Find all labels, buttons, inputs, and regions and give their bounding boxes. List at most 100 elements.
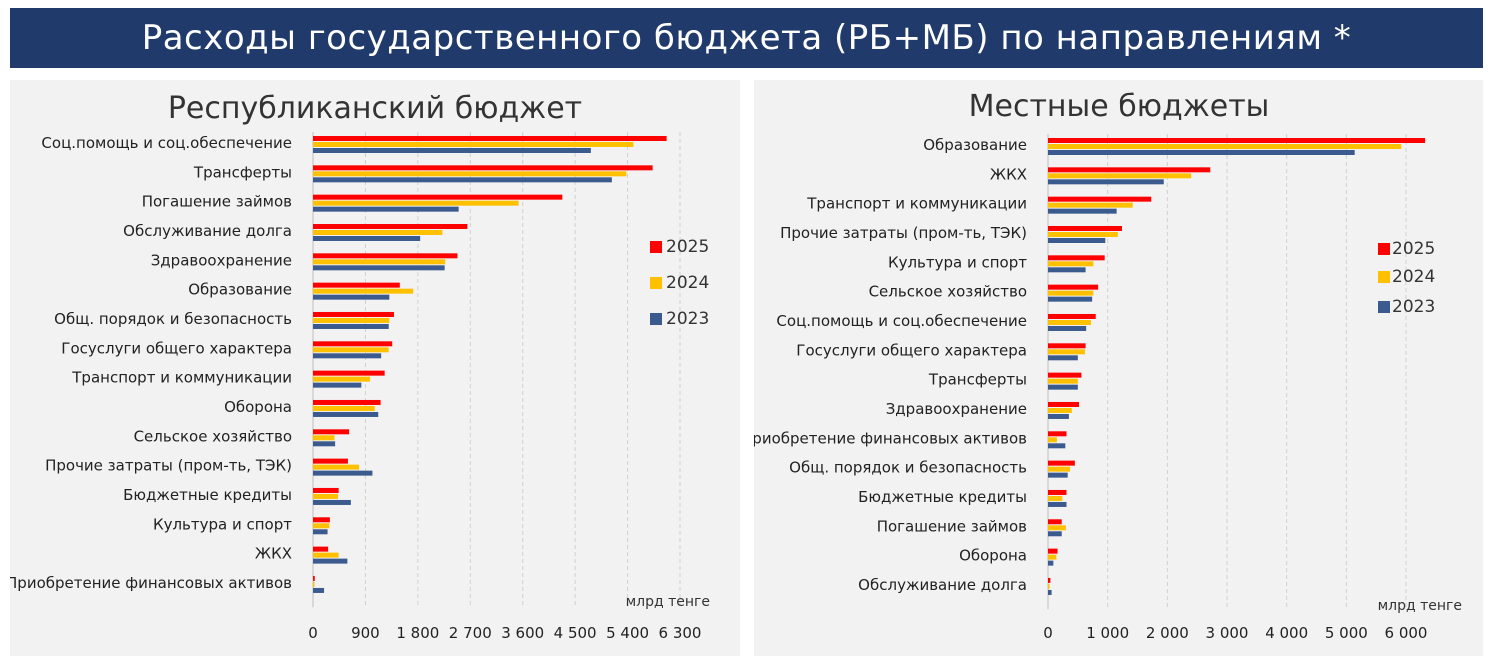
legend-swatch-2024 <box>1378 271 1390 283</box>
bar-2025-образование <box>313 282 400 288</box>
category-label: Госуслуги общего характера <box>796 341 1027 359</box>
category-label: Погашение займов <box>142 193 292 211</box>
category-label: Погашение займов <box>877 517 1027 535</box>
bar-2024-бюджетные-кредиты <box>313 493 339 499</box>
bar-2024-соц-помощь-и-соц-обеспечение <box>313 142 634 147</box>
category-label: Общ. порядок и безопасность <box>54 310 292 328</box>
page-title: Расходы государственного бюджета (РБ+МБ)… <box>10 8 1483 68</box>
bar-2023-соц-помощь-и-соц-обеспечение <box>1048 325 1087 331</box>
category-label: Культура и спорт <box>153 515 292 533</box>
x-tick-label: 4 000 <box>1265 624 1308 642</box>
bar-2025-культура-и-спорт <box>313 517 330 523</box>
bar-2023-приобретение-финансовых-активов <box>313 587 325 593</box>
bar-2023-жкх <box>313 558 348 564</box>
bar-2024-сельское-хозяйство <box>1048 290 1094 296</box>
category-label: Приобретение финансовых активов <box>10 574 292 592</box>
legend-swatch-2024 <box>650 277 662 289</box>
category-label: Соц.помощь и соц.обеспечение <box>776 312 1027 330</box>
bar-2025-обслуживание-долга <box>313 223 468 229</box>
category-label: Образование <box>188 281 292 299</box>
bar-2024-прочие-затраты-пром-ть-тэк <box>313 464 360 470</box>
axis-unit-label: млрд тенге <box>1378 598 1462 614</box>
x-tick-label: 2 000 <box>1146 624 1189 642</box>
bar-2023-транспорт-и-коммуникации <box>313 382 362 388</box>
bar-2024-культура-и-спорт <box>313 523 330 529</box>
x-tick-label: 6 000 <box>1385 624 1428 642</box>
bar-2025-трансферты <box>1048 372 1082 378</box>
bar-2023-госуслуги-общего-характера <box>1048 355 1078 361</box>
bar-2024-образование <box>313 288 414 294</box>
bar-2023-соц-помощь-и-соц-обеспечение <box>313 148 591 153</box>
bar-2024-оборона <box>313 405 375 411</box>
category-label: Трансферты <box>193 163 292 181</box>
category-label: Общ. порядок и безопасность <box>789 459 1027 477</box>
x-tick-label: 1 000 <box>1086 624 1129 642</box>
bar-2025-погашение-займов <box>1048 519 1062 525</box>
legend-label-2023: 2023 <box>1392 297 1435 317</box>
bar-2024-прочие-затраты-пром-ть-тэк <box>1048 231 1118 237</box>
bar-2023-обслуживание-долга <box>313 235 421 241</box>
bar-2023-общ-порядок-и-безопасность <box>1048 472 1068 478</box>
bar-2024-трансферты <box>313 171 627 177</box>
bar-2023-образование <box>1048 150 1355 155</box>
category-label: Прочие затраты (пром-ть, ТЭК) <box>45 457 292 475</box>
bar-2025-здравоохранение <box>1048 401 1080 407</box>
bar-2023-культура-и-спорт <box>1048 267 1086 273</box>
bar-2023-трансферты <box>313 177 612 183</box>
bar-2023-общ-порядок-и-безопасность <box>313 323 389 329</box>
bar-2024-здравоохранение <box>313 259 446 265</box>
category-label: Сельское хозяйство <box>869 283 1027 301</box>
x-tick-label: 1 800 <box>396 624 439 642</box>
bar-2025-бюджетные-кредиты <box>1048 489 1067 495</box>
bar-2023-культура-и-спорт <box>313 529 328 535</box>
legend-swatch-2023 <box>650 313 662 325</box>
bar-2024-приобретение-финансовых-активов <box>1048 437 1057 443</box>
x-tick-label: 2 700 <box>449 624 492 642</box>
bar-2024-госуслуги-общего-характера <box>313 347 389 353</box>
x-tick-label: 900 <box>351 624 380 642</box>
bar-2025-обслуживание-долга <box>1048 577 1051 583</box>
bar-2024-здравоохранение <box>1048 407 1072 413</box>
bar-2025-сельское-хозяйство <box>313 429 350 435</box>
category-label: Оборона <box>959 547 1027 565</box>
chart-title: Местные бюджеты <box>969 89 1270 124</box>
bar-2025-приобретение-финансовых-активов <box>1048 431 1067 437</box>
legend-swatch-2025 <box>650 241 662 253</box>
category-label: Транспорт и коммуникации <box>71 369 292 387</box>
category-label: Обслуживание долга <box>123 222 292 240</box>
bar-2023-жкх <box>1048 179 1164 185</box>
legend-label-2024: 2024 <box>1392 267 1435 287</box>
axis-unit-label: млрд тенге <box>626 594 710 610</box>
bar-2023-госуслуги-общего-характера <box>313 353 382 359</box>
bar-2023-погашение-займов <box>313 206 459 212</box>
bar-2025-соц-помощь-и-соц-обеспечение <box>313 136 667 141</box>
local-budgets-chart: Местные бюджеты 0 1 000 2 000 3 000 4 000 5 00… <box>754 89 1462 642</box>
x-tick-label: 3 600 <box>501 624 544 642</box>
bar-2025-жкх <box>1048 167 1211 173</box>
bar-2024-культура-и-спорт <box>1048 261 1094 267</box>
bar-2023-сельское-хозяйство <box>313 441 336 447</box>
bar-2024-жкх <box>313 552 339 558</box>
bar-2024-транспорт-и-коммуникации <box>313 376 371 382</box>
bar-2023-обслуживание-долга <box>1048 589 1052 595</box>
bar-2024-трансферты <box>1048 378 1078 384</box>
category-label: Бюджетные кредиты <box>123 486 292 504</box>
x-tick-label: 0 <box>308 624 318 642</box>
category-label: Приобретение финансовых активов <box>754 429 1027 447</box>
x-tick-label: 4 500 <box>554 624 597 642</box>
bar-2024-бюджетные-кредиты <box>1048 495 1063 501</box>
bar-2025-прочие-затраты-пром-ть-тэк <box>1048 225 1122 231</box>
chart-title: Республиканский бюджет <box>168 91 582 126</box>
bar-2024-оборона <box>1048 554 1057 560</box>
category-label: Оборона <box>224 398 292 416</box>
bar-2024-погашение-займов <box>1048 525 1066 531</box>
bar-2023-оборона <box>313 411 379 417</box>
bar-2024-приобретение-финансовых-активов <box>313 581 315 587</box>
category-label: Соц.помощь и соц.обеспечение <box>41 134 292 152</box>
category-label: ЖКХ <box>990 165 1027 183</box>
category-label: Госуслуги общего характера <box>61 339 292 357</box>
bar-2024-транспорт-и-коммуникации <box>1048 202 1133 208</box>
local-budgets-panel: Местные бюджеты 0 1 000 2 000 3 000 4 000 5 00… <box>754 80 1483 656</box>
bar-2025-оборона <box>313 399 381 405</box>
category-label: Прочие затраты (пром-ть, ТЭК) <box>780 224 1027 242</box>
